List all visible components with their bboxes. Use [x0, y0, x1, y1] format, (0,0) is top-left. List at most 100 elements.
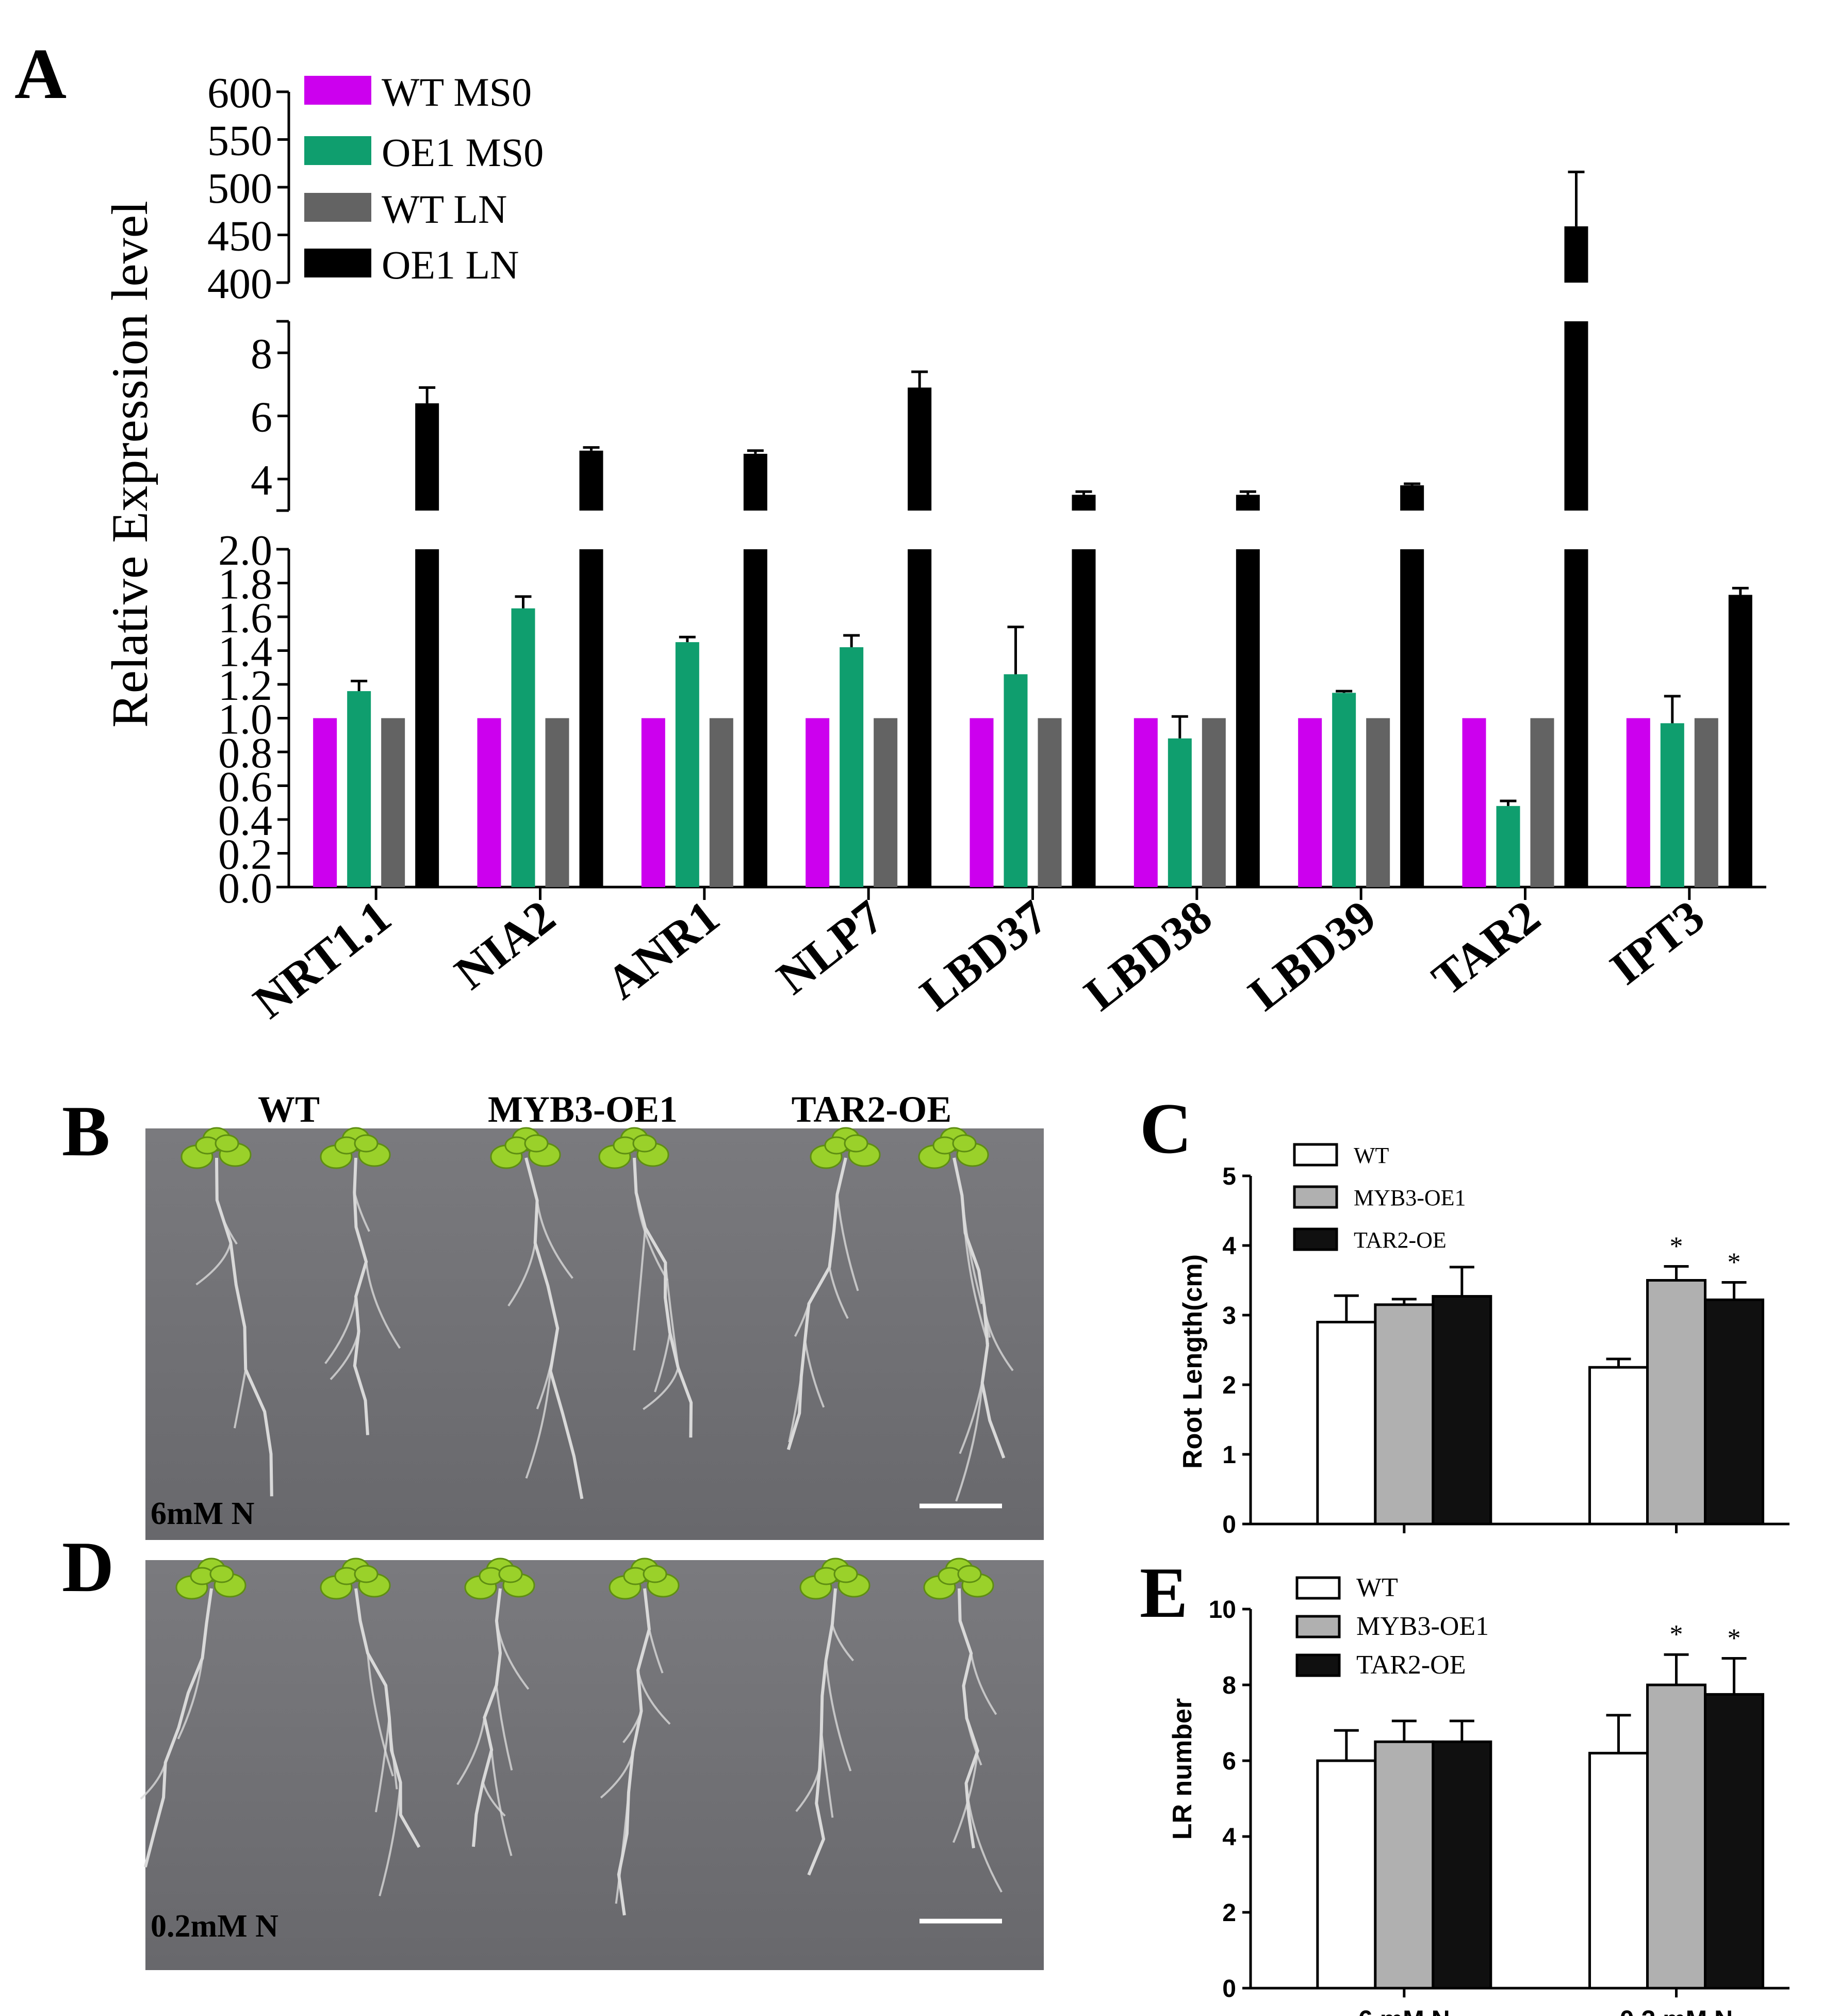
category-label: LBD39	[1239, 890, 1385, 1020]
bar-wt-ms0	[1298, 718, 1322, 887]
bar-oe1-ln-lower	[743, 549, 767, 887]
chart-a-axes: 0.00.20.40.60.81.01.21.41.61.82.0 4 6 8 4004…	[207, 69, 1766, 912]
y-tick-label: 500	[207, 165, 272, 212]
bar-oe1-ln-upper	[579, 450, 603, 511]
seedling-leaf	[632, 1134, 657, 1153]
bar-wt-ln	[1366, 718, 1390, 887]
y-tick-label: 4	[1222, 1233, 1236, 1260]
lateral-root	[490, 1749, 513, 1856]
bar-oe1-ln-upper	[1400, 485, 1424, 511]
lateral-root	[374, 1717, 390, 1813]
photo-col-label-myb3: MYB3-OE1	[488, 1089, 678, 1130]
legend-swatch-wt-ms0	[304, 76, 371, 105]
primary-root	[143, 1588, 213, 1867]
y-tick-label: 1	[1222, 1441, 1236, 1469]
lateral-root	[365, 1261, 401, 1349]
bar-oe1-ln-lower	[1072, 549, 1096, 887]
bar-wt-ms0	[477, 718, 501, 887]
chart-a-ylabel: Relative Expression level	[101, 201, 158, 728]
lateral-root	[633, 1227, 647, 1351]
legend-label-tar2-oe: TAR2-OE	[1356, 1650, 1466, 1680]
category-label: NLP7	[767, 890, 893, 1004]
bar-oe1-ln-lower	[908, 549, 932, 887]
bar-oe1-ln-upper	[908, 387, 932, 511]
bar-wt-ms0	[313, 718, 337, 887]
y-tick-label: 0.6	[218, 763, 272, 811]
bar-oe1-ln-upper	[415, 403, 439, 511]
y-tick-label: 0.8	[218, 729, 272, 777]
legend-label-oe1-ln: OE1 LN	[382, 242, 519, 287]
y-tick-label: 1.0	[218, 696, 272, 744]
legend-swatch-tar2-oe	[1295, 1653, 1341, 1677]
y-tick-label: 0.0	[218, 864, 272, 912]
y-tick-label: 6	[1222, 1748, 1236, 1775]
bar-wt	[1316, 1321, 1377, 1526]
y-tick-label: 2	[1222, 1899, 1236, 1927]
seedling-leaf	[215, 1134, 239, 1153]
legend-swatch-wt-ln	[304, 193, 371, 222]
panel-label-b: B	[62, 1091, 110, 1171]
bar-wt-ln	[1530, 718, 1554, 887]
seedling-leaf	[844, 1134, 868, 1153]
photo-d: 0.2mM N	[140, 1558, 1044, 1970]
bar-oe1-ln	[1728, 595, 1752, 887]
lateral-root	[456, 1717, 486, 1785]
bar-wt-ln	[1202, 718, 1226, 887]
bar-oe1-ln-lower	[1564, 549, 1588, 887]
bar-oe1-ms0	[1660, 723, 1684, 887]
category-label: TAR2	[1422, 890, 1550, 1005]
bar-oe1-ln-lower	[415, 549, 439, 887]
bar-wt	[1588, 1751, 1649, 1990]
y-tick-label: 4	[251, 456, 272, 504]
lateral-root	[367, 1653, 394, 1777]
chart-a-legend: WT MS0 OE1 MS0 WT LN OE1 LN	[304, 70, 544, 287]
bar-wt-ln	[874, 718, 898, 887]
chart-a-bars	[313, 170, 1752, 887]
photo-d-seedlings	[140, 1558, 1003, 1916]
bar-oe1-ms0	[840, 647, 864, 887]
bar-wt-ms0	[1626, 718, 1650, 887]
legend-label-wt: WT	[1354, 1143, 1389, 1168]
significance-mark: *	[1670, 1232, 1683, 1261]
lateral-root	[233, 1369, 247, 1429]
seedling-leaf	[524, 1134, 549, 1153]
significance-mark: *	[1728, 1248, 1741, 1277]
bar-oe1-ln-middle	[1564, 321, 1588, 511]
chart-c-root-length: Root Length(cm) 0 1 2 3 4 5 * * WT MYB3-OE1 TAR2-O…	[1178, 1143, 1789, 1538]
photo-d-background	[145, 1560, 1044, 1970]
category-label: NIA2	[445, 890, 565, 999]
lateral-root	[482, 1782, 506, 1817]
lateral-root	[828, 1267, 849, 1319]
y-tick-label: 2	[1222, 1372, 1236, 1399]
chart-a-expression: Relative Expression level 0.00.20.40.60.…	[101, 69, 1766, 1028]
y-tick-label: 1.6	[218, 594, 272, 642]
significance-mark: *	[1670, 1620, 1683, 1649]
bar-oe1-ms0	[1004, 674, 1028, 887]
lateral-root	[495, 1685, 513, 1771]
y-tick-label: 2.0	[218, 527, 272, 575]
bar-oe1-ln-upper	[1072, 495, 1096, 511]
photo-b-background	[145, 1128, 1044, 1540]
primary-root	[807, 1588, 837, 1876]
panel-label-c: C	[1140, 1089, 1192, 1169]
significance-mark: *	[1728, 1624, 1741, 1653]
lateral-root	[324, 1296, 357, 1365]
bar-oe1-ms0	[1332, 693, 1356, 887]
legend-label-wt-ms0: WT MS0	[382, 70, 532, 114]
bar-myb3-oe1	[1374, 1740, 1435, 1990]
bar-wt-ms0	[970, 718, 994, 887]
lateral-root	[970, 1653, 997, 1715]
lateral-root	[804, 1340, 825, 1408]
bar-wt-ln	[545, 718, 569, 887]
legend-swatch-wt	[1295, 1576, 1341, 1600]
chart-a-category-labels: NRT1.1 NIA2 ANR1 NLP7 LBD37 LBD38 LBD39 TAR2 IPT…	[244, 890, 1714, 1028]
y-tick-label: 550	[207, 117, 272, 165]
lateral-root	[820, 1731, 834, 1818]
bar-oe1-ln-upper	[1236, 495, 1260, 511]
bar-oe1-ln-upper	[743, 453, 767, 511]
category-label: 6 mM N	[1358, 2005, 1450, 2016]
lateral-root	[507, 1242, 536, 1307]
bar-oe1-ln-lower	[579, 549, 603, 887]
primary-root	[958, 1588, 980, 1848]
